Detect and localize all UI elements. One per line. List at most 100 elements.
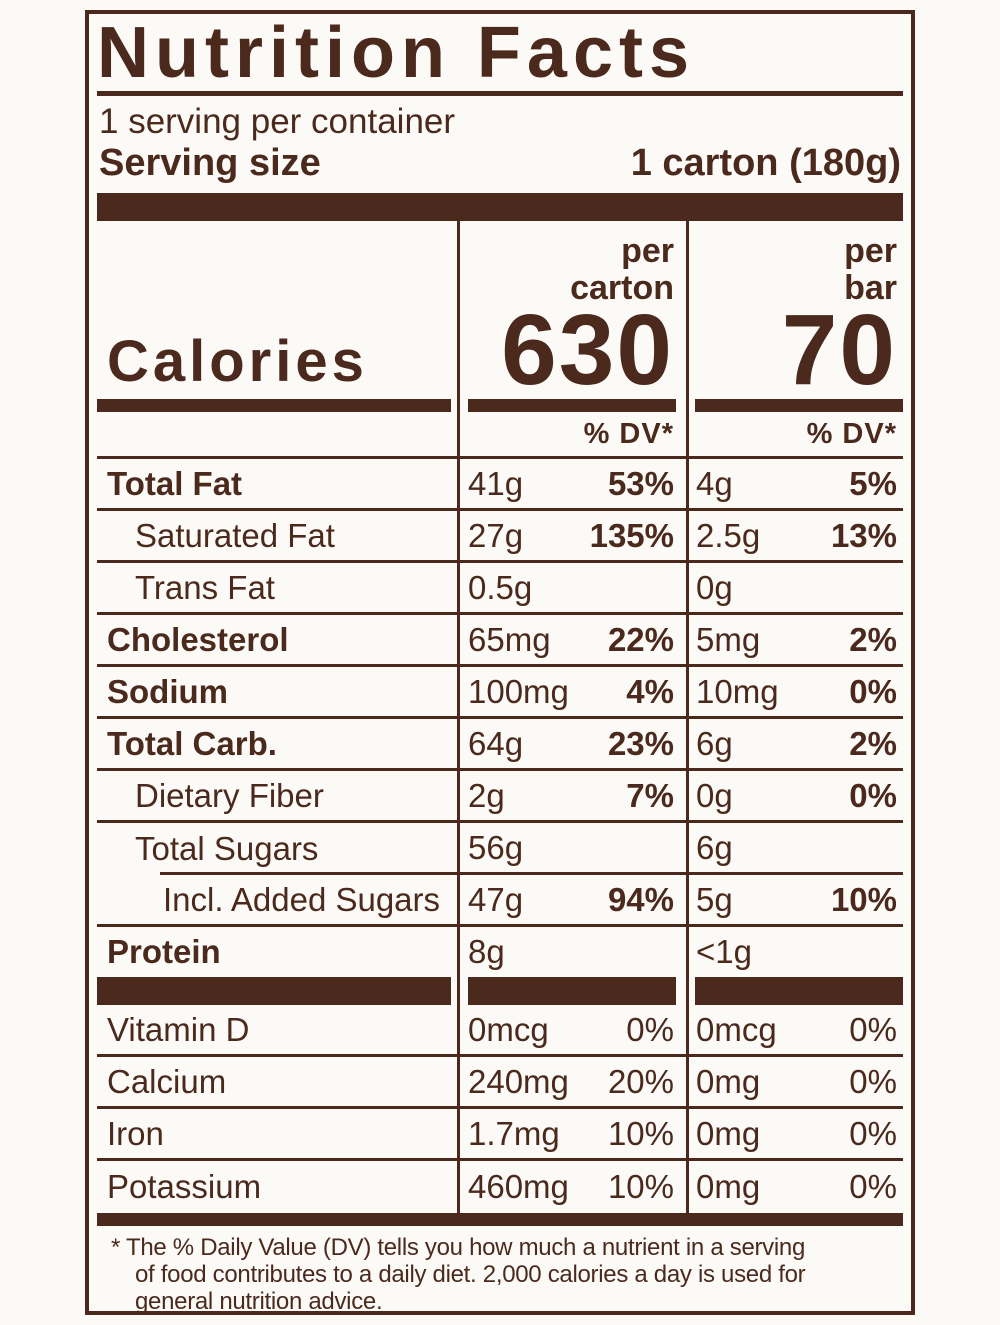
amount-value: 0mcg <box>696 1010 777 1048</box>
daily-value-percent: 0% <box>849 672 897 710</box>
amount-value: 41g <box>468 464 524 502</box>
daily-value-percent: 2% <box>849 724 897 762</box>
nutrient-value-cell: 0mg 0% <box>689 1057 903 1109</box>
nutrient-value-cell: 64g 23% <box>460 719 686 771</box>
daily-value-percent: 2% <box>849 620 897 658</box>
amount-value: 100mg <box>468 672 569 710</box>
protein-divider-bar <box>695 977 903 1005</box>
nutrient-name-cell: Total Carb. <box>97 719 457 771</box>
title-rule <box>97 91 903 96</box>
per-bar-heading-line2: bar <box>844 269 897 307</box>
calories-per-carton-cell: per carton 630 % DV* <box>460 221 686 459</box>
calories-under-bar <box>97 399 451 412</box>
daily-value-percent: 0% <box>849 1010 897 1048</box>
footnote-line: * The % Daily Value (DV) tells you how m… <box>111 1234 806 1261</box>
calories-under-bar <box>468 399 676 412</box>
vitamin-name-cell: Iron <box>97 1109 457 1161</box>
calories-per-carton-value: 630 <box>501 294 674 406</box>
nutrient-value-cell: 6g <box>689 823 903 875</box>
amount-value: 5g <box>696 880 733 918</box>
protein-divider-bar <box>97 977 451 1005</box>
nutrient-name-cell: Protein <box>107 933 221 970</box>
daily-value-percent: 20% <box>607 1062 674 1100</box>
nutrient-value-cell: 10mg 0% <box>689 667 903 719</box>
calories-per-bar-value: 70 <box>781 294 897 406</box>
calories-label: Calories <box>107 329 368 394</box>
nutrient-value-cell: 460mg 10% <box>460 1161 686 1213</box>
amount-value: 65mg <box>468 620 551 658</box>
daily-value-percent: 94% <box>607 880 674 918</box>
amount-value: 0g <box>696 568 733 606</box>
vitamin-name-cell: Vitamin D <box>97 1005 457 1057</box>
amount-value: 0.5g <box>468 568 533 606</box>
section-bar-bottom <box>97 1213 903 1226</box>
amount-value: 2g <box>468 776 505 814</box>
amount-value: 8g <box>468 933 505 970</box>
amount-value: 6g <box>696 724 733 762</box>
dv-header-spacer <box>97 412 457 456</box>
per-carton-heading-line2: carton <box>570 269 674 307</box>
daily-value-percent: 0% <box>849 776 897 814</box>
nutrient-value-cell: 0mg 0% <box>689 1109 903 1161</box>
daily-value-percent: 0% <box>626 1010 674 1048</box>
nutrient-name-cell: Cholesterol <box>97 615 457 667</box>
nutrient-value-cell: 0g <box>689 563 903 615</box>
calories-under-bar <box>695 399 903 412</box>
nutrient-value-cell: 100mg 4% <box>460 667 686 719</box>
serving-size-label: Serving size <box>99 142 321 184</box>
column-per-carton: per carton 630 % DV* 41g 53% 27g 135% 0.5g 65… <box>460 221 686 1213</box>
nutrient-name-cell: Trans Fat <box>97 563 457 615</box>
nutrient-value-cell: 5mg 2% <box>689 615 903 667</box>
daily-value-percent: 22% <box>607 620 674 658</box>
daily-value-percent: 10% <box>607 1114 674 1152</box>
daily-value-percent: 10% <box>607 1168 674 1205</box>
nutrient-value-cell: 0mcg 0% <box>689 1005 903 1057</box>
amount-value: 0g <box>696 776 733 814</box>
nutrient-name-cell: Total Fat <box>97 459 457 511</box>
daily-value-percent: 135% <box>589 516 674 554</box>
amount-value: 2.5g <box>696 516 761 554</box>
nutrient-name-cell: Dietary Fiber <box>97 771 457 823</box>
nutrient-value-cell: 27g 135% <box>460 511 686 563</box>
nutrient-name-cell: Total Sugars <box>97 823 457 875</box>
footnote: * The % Daily Value (DV) tells you how m… <box>97 1226 903 1311</box>
daily-value-percent: 5% <box>849 464 897 502</box>
servings-per-container: 1 serving per container <box>99 102 456 141</box>
daily-value-percent: 7% <box>626 776 674 814</box>
nutrient-name-cell: Sodium <box>97 667 457 719</box>
nutrient-name-cell: Incl. Added Sugars <box>97 875 457 927</box>
nutrient-value-cell: 0mcg 0% <box>460 1005 686 1057</box>
nutrient-value-cell: 0mg 0% <box>689 1161 903 1213</box>
amount-value: 0mg <box>696 1168 761 1205</box>
dv-header-bar: % DV* <box>806 417 897 450</box>
amount-value: <1g <box>696 933 752 970</box>
daily-value-percent: 0% <box>849 1062 897 1100</box>
nutrient-value-cell: 65mg 22% <box>460 615 686 667</box>
calories-per-bar-cell: per bar 70 % DV* <box>689 221 903 459</box>
nutrient-value-cell: 240mg 20% <box>460 1057 686 1109</box>
nutrient-value-cell: 6g 2% <box>689 719 903 771</box>
daily-value-percent: 10% <box>830 880 897 918</box>
nutrient-value-cell: 41g 53% <box>460 459 686 511</box>
per-carton-heading: per carton <box>460 221 686 307</box>
column-separator <box>686 221 689 1213</box>
amount-value: 0mg <box>696 1062 761 1100</box>
nutrient-value-cell: 47g 94% <box>460 875 686 927</box>
nutrient-value-cell: 5g 10% <box>689 875 903 927</box>
amount-value: 460mg <box>468 1168 569 1205</box>
nutrient-name-cell: Saturated Fat <box>97 511 457 563</box>
daily-value-percent: 23% <box>607 724 674 762</box>
calories-cell: Calories <box>97 221 457 459</box>
daily-value-percent: 13% <box>830 516 897 554</box>
protein-divider-bar <box>468 977 676 1005</box>
nutrient-value-cell: 2.5g 13% <box>689 511 903 563</box>
nutrition-table: Calories Total Fat Saturated Fat Trans Fat… <box>97 221 903 1213</box>
amount-value: 4g <box>696 464 733 502</box>
serving-size-value: 1 carton (180g) <box>630 142 901 184</box>
amount-value: 0mcg <box>468 1010 549 1048</box>
daily-value-percent: 0% <box>849 1114 897 1152</box>
nutrient-value-cell: <1g <box>689 927 903 977</box>
column-nutrient-names: Calories Total Fat Saturated Fat Trans Fat… <box>97 221 457 1213</box>
amount-value: 6g <box>696 828 733 866</box>
amount-value: 240mg <box>468 1062 569 1100</box>
